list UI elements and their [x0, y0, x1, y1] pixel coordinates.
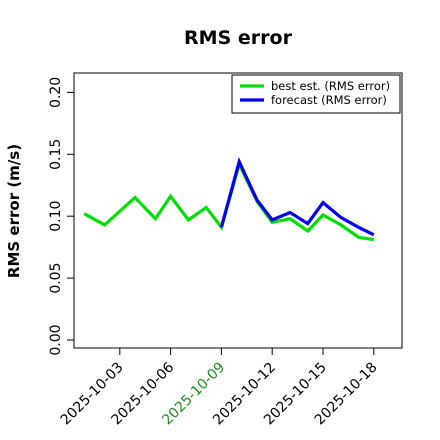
legend: best est. (RMS error)forecast (RMS error… [231, 74, 401, 114]
y-tick-label: 0.05 [48, 263, 64, 294]
plot-area [73, 72, 403, 349]
chart-title: RMS error [184, 27, 293, 49]
series-line-forecast [219, 157, 375, 237]
y-axis: 0.00 0.05 0.10 0.15 0.20 [48, 77, 74, 356]
x-axis: 2025-10-032025-10-062025-10-092025-10-12… [58, 348, 381, 428]
legend-label-best-estimate: best est. (RMS error) [271, 79, 390, 93]
y-tick-label: 0.10 [48, 201, 64, 232]
legend-label-forecast: forecast (RMS error) [271, 93, 387, 107]
y-tick-label: 0.20 [48, 77, 64, 108]
y-axis-label: RMS error (m/s) [5, 144, 23, 278]
y-tick-label: 0.00 [48, 324, 64, 355]
legend-box [231, 74, 401, 114]
series-layer [83, 157, 375, 242]
plot-frame [73, 72, 403, 349]
y-tick-label: 0.15 [48, 139, 64, 170]
